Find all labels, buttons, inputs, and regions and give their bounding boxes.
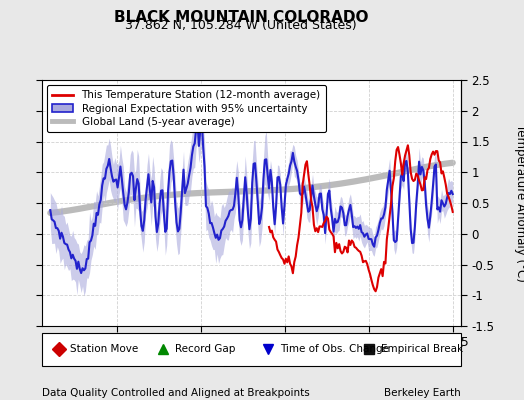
Text: Data Quality Controlled and Aligned at Breakpoints: Data Quality Controlled and Aligned at B… <box>42 388 310 398</box>
Text: Station Move: Station Move <box>70 344 139 354</box>
Text: Record Gap: Record Gap <box>175 344 236 354</box>
Text: Empirical Break: Empirical Break <box>380 344 463 354</box>
Text: BLACK MOUNTAIN COLORADO: BLACK MOUNTAIN COLORADO <box>114 10 368 25</box>
FancyBboxPatch shape <box>42 333 461 366</box>
Legend: This Temperature Station (12-month average), Regional Expectation with 95% uncer: This Temperature Station (12-month avera… <box>47 85 326 132</box>
Text: Time of Obs. Change: Time of Obs. Change <box>280 344 389 354</box>
Text: 37.862 N, 105.284 W (United States): 37.862 N, 105.284 W (United States) <box>125 19 357 32</box>
Text: Berkeley Earth: Berkeley Earth <box>385 388 461 398</box>
Y-axis label: Temperature Anomaly (°C): Temperature Anomaly (°C) <box>514 124 524 282</box>
